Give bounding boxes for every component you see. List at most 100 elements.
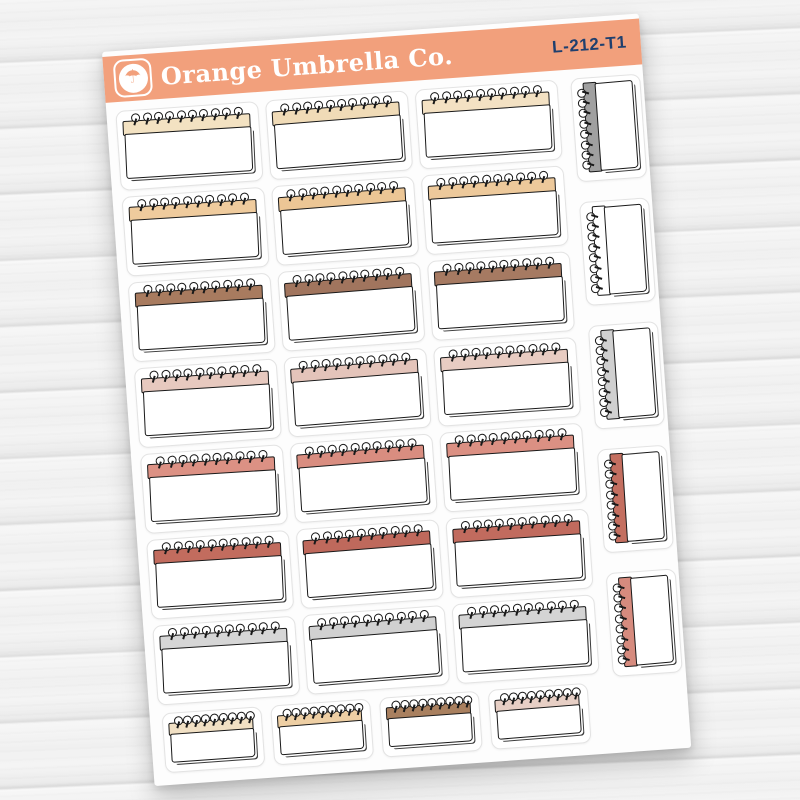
notepad-drawing: [421, 84, 557, 164]
spiral-loop-icon: [589, 273, 600, 284]
spiral-loop-icon: [504, 172, 514, 183]
notepad-sticker: [378, 690, 483, 758]
spiral-loop-icon: [517, 691, 528, 702]
spiral-loop-icon: [508, 692, 519, 702]
spiral-loop-icon: [527, 343, 538, 354]
spiral-loop-icon: [189, 454, 200, 464]
notepad-sticker-vertical: [605, 568, 683, 678]
notepad-drawing: [612, 573, 677, 672]
spiral-loop-icon: [454, 695, 464, 706]
notepad-drawing: [439, 342, 575, 422]
spiral-loop-icon: [360, 269, 371, 279]
spiral-loop-icon: [316, 617, 327, 628]
spiral-loop-icon: [292, 274, 303, 285]
spiral-loop-icon: [487, 260, 498, 270]
brand-header-band: ☂ Orange Umbrella Co. L-212-T1: [102, 18, 643, 103]
notepad-page: [629, 574, 675, 666]
spiral-loop-icon: [551, 514, 562, 525]
notepad-sticker-vertical: [587, 320, 666, 430]
spiral-loop-icon: [154, 283, 165, 294]
spiral-loop-icon: [143, 284, 153, 295]
spiral-loop-icon: [464, 89, 474, 100]
spiral-loop-icon: [494, 518, 505, 529]
spiral-loop-icon: [540, 515, 550, 525]
notepad-drawing: [445, 427, 581, 507]
spiral-loop-icon: [227, 193, 238, 203]
product-code: L-212-T1: [551, 32, 628, 57]
notepad-drawing: [603, 449, 667, 548]
spiral-loop-icon: [336, 704, 346, 714]
spiral-loop-icon: [595, 345, 605, 356]
spiral-loop-icon: [315, 445, 326, 456]
notepad-sticker: [420, 165, 570, 256]
spiral-loop-icon: [615, 624, 625, 634]
spiral-loop-icon: [222, 279, 233, 290]
notepad-drawing: [385, 695, 476, 752]
spiral-loop-icon: [486, 87, 497, 98]
spiral-loop-icon: [588, 253, 599, 263]
spiral-loop-icon: [528, 516, 539, 526]
spiral-loop-icon: [233, 106, 243, 117]
spiral-loop-icon: [373, 613, 384, 623]
notepad-page: [130, 211, 260, 265]
spiral-loop-icon: [587, 232, 597, 242]
spiral-loop-icon: [384, 612, 395, 623]
spiral-loop-icon: [173, 541, 183, 551]
spiral-loop-icon: [153, 111, 164, 122]
spiral-loop-icon: [224, 624, 235, 634]
spiral-loop-icon: [445, 696, 455, 707]
spiral-loop-icon: [442, 263, 452, 273]
notepad-drawing: [153, 535, 288, 614]
spiral-loop-icon: [614, 613, 625, 624]
notepad-page: [448, 447, 578, 502]
spiral-loop-icon: [251, 363, 262, 374]
spiral-loop-icon: [178, 454, 188, 465]
spiral-loop-icon: [453, 262, 464, 273]
spiral-loop-icon: [382, 95, 392, 105]
notepad-drawing: [296, 437, 432, 518]
notepad-page: [594, 79, 639, 171]
spiral-loop-icon: [303, 273, 314, 284]
spiral-loop-icon: [441, 91, 451, 101]
spiral-loop-icon: [177, 282, 187, 292]
spiral-loop-icon: [470, 175, 480, 185]
spiral-loop-icon: [167, 627, 178, 638]
notepad-sticker: [115, 100, 264, 191]
spiral-loop-icon: [400, 699, 410, 710]
sticker-sheet: ☂ Orange Umbrella Co. L-212-T1: [102, 13, 692, 787]
spiral-loop-icon: [391, 700, 401, 710]
notepad-drawing: [302, 523, 438, 604]
spiral-loop-icon: [155, 456, 166, 466]
spiral-loop-icon: [229, 537, 240, 548]
notepad-drawing: [433, 256, 569, 336]
spiral-loop-icon: [515, 172, 526, 182]
spiral-loop-icon: [183, 368, 193, 378]
notepad-drawing: [122, 106, 257, 185]
notepad-page: [460, 618, 590, 673]
spiral-loop-icon: [448, 349, 459, 359]
spiral-loop-icon: [607, 521, 618, 531]
spiral-loop-icon: [406, 438, 417, 448]
notepad-drawing: [283, 266, 419, 347]
notepad-sticker-vertical: [596, 444, 674, 554]
spiral-loop-icon: [270, 621, 280, 631]
spiral-loop-icon: [257, 449, 268, 460]
spiral-loop-icon: [526, 171, 537, 182]
spiral-loop-icon: [533, 257, 543, 267]
spiral-loop-icon: [172, 368, 182, 379]
notepad-page: [149, 469, 278, 523]
spiral-loop-icon: [427, 697, 437, 708]
spiral-loop-icon: [258, 621, 269, 632]
spiral-loop-icon: [603, 459, 614, 469]
spiral-loop-icon: [349, 270, 359, 280]
spiral-loop-icon: [184, 540, 194, 551]
spiral-loop-icon: [388, 180, 398, 191]
spiral-loop-icon: [343, 356, 354, 367]
spiral-loop-icon: [396, 611, 406, 622]
notepad-sticker-grid: [115, 79, 600, 706]
spiral-loop-icon: [499, 259, 509, 270]
spiral-loop-icon: [320, 186, 330, 196]
spiral-loop-icon: [282, 708, 293, 719]
spiral-loop-icon: [309, 359, 320, 370]
